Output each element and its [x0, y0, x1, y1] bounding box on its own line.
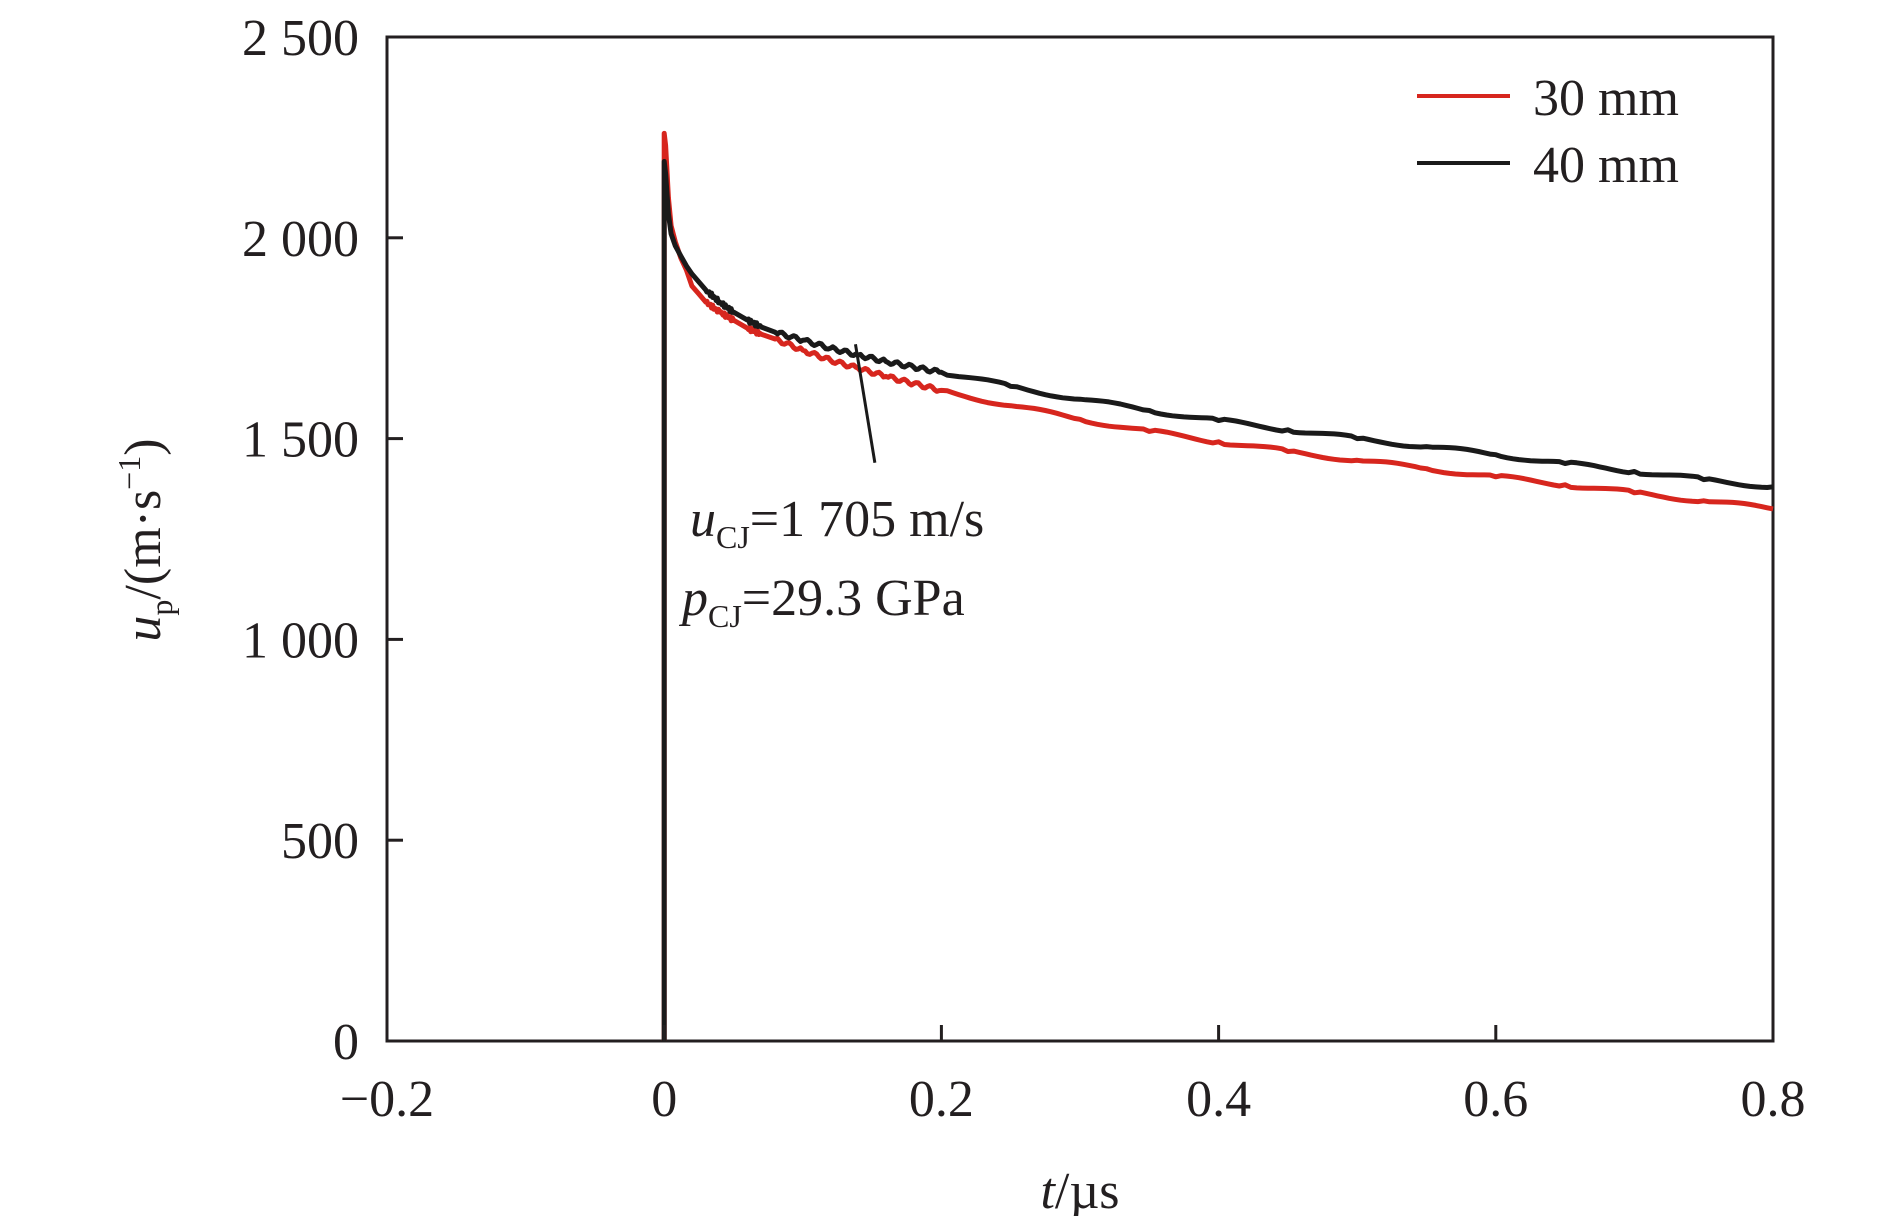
y-axis-title: up/(m·s−1) — [111, 438, 179, 641]
x-tick-label: 0.4 — [1186, 1071, 1251, 1128]
legend-label-40mm: 40 mm — [1533, 137, 1679, 194]
y-tick-label: 500 — [281, 813, 359, 870]
x-axis-title: t/µs — [1040, 1163, 1119, 1216]
y-tick-label: 2 000 — [242, 211, 359, 268]
y-tick-label: 0 — [333, 1014, 359, 1071]
x-axis: −0.2 0 0.2 0.4 0.6 0.8 — [340, 1025, 1806, 1128]
legend: 30 mm 40 mm — [1417, 70, 1679, 194]
annotation-ucj: uCJ=1 705 m/s — [690, 491, 984, 555]
legend-label-30mm: 30 mm — [1533, 70, 1679, 127]
y-tick-label: 1 500 — [242, 412, 359, 469]
series-line-30mm — [661, 130, 1774, 1041]
x-tick-label: 0.6 — [1463, 1071, 1528, 1128]
x-tick-label: −0.2 — [340, 1071, 434, 1128]
x-tick-label: 0.2 — [909, 1071, 974, 1128]
data-layer — [661, 130, 1774, 1041]
annotation-pcj: pCJ=29.3 GPa — [678, 570, 965, 634]
annotation-pointer — [853, 343, 877, 463]
y-axis: 0 500 1 000 1 500 2 000 2 500 — [242, 10, 403, 1071]
x-tick-label: 0 — [651, 1071, 677, 1128]
series-line-40mm — [661, 159, 1774, 1041]
y-tick-label: 2 500 — [242, 10, 359, 67]
plot-frame — [385, 35, 1775, 1043]
y-tick-label: 1 000 — [242, 612, 359, 669]
x-tick-label: 0.8 — [1741, 1071, 1806, 1128]
